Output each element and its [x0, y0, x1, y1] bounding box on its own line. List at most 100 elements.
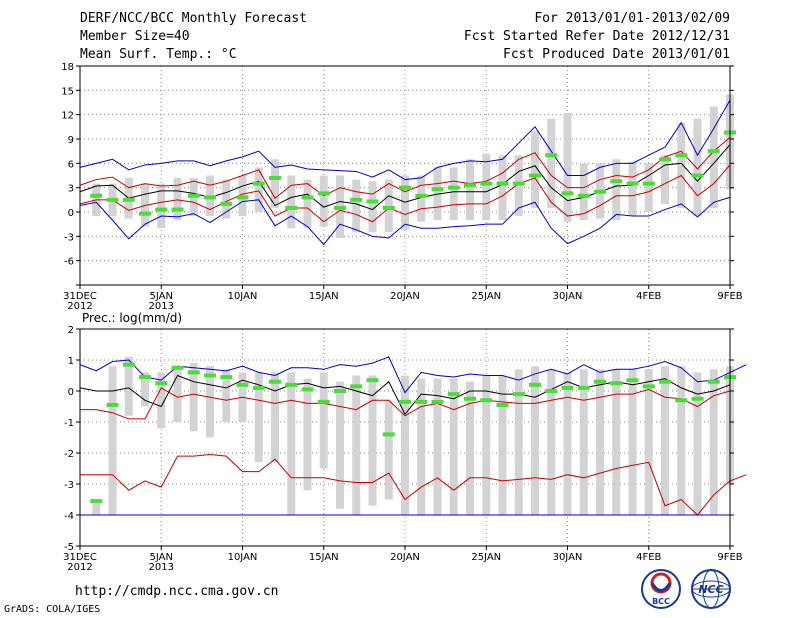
panel1-median-marker	[236, 195, 249, 200]
panel1-range-bar	[466, 159, 474, 221]
panel1-median-marker	[122, 197, 135, 202]
panel1-range-bar	[417, 175, 426, 222]
panel1-median-marker	[187, 193, 200, 198]
panel1-range-bar	[498, 155, 507, 221]
panel1-range-bar	[222, 179, 231, 219]
panel2-range-bar	[709, 369, 718, 515]
panel2-xtick-label: 30JAN	[553, 552, 583, 563]
panel2-median-marker	[659, 379, 671, 384]
panel1-range-bar	[531, 130, 539, 208]
panel1-xtick-label: 5JAN	[150, 291, 173, 302]
panel1-median-marker	[610, 179, 623, 184]
source-url[interactable]: http://cmdp.ncc.cma.gov.cn	[75, 584, 279, 599]
panel2-xtick-label: 25JAN	[471, 552, 501, 563]
panel2-range-bar	[644, 369, 653, 515]
panel2-range-bar	[384, 400, 393, 500]
panel2-median-marker	[447, 392, 460, 397]
panel2-line-min	[80, 454, 747, 516]
panel1-range-bar	[254, 167, 263, 212]
panel2-range-bar	[189, 363, 198, 432]
panel1-range-bar	[709, 106, 718, 208]
panel1-line-mean	[79, 144, 731, 211]
panel2-range-bar	[222, 369, 231, 422]
panel1-median-marker	[350, 197, 363, 202]
panel2-range-bar	[401, 375, 409, 515]
panel2-range-bar	[124, 356, 133, 416]
panel1-median-marker	[577, 193, 590, 198]
panel2-ytick-label: 2	[68, 325, 74, 336]
panel2-range-bar	[417, 378, 426, 515]
panel1-line-lower	[79, 164, 731, 223]
panel1-ytick-label: 0	[68, 208, 74, 219]
panel2-range-bar	[254, 372, 263, 463]
panel2-median-marker	[269, 379, 281, 384]
panel1-median-marker	[90, 193, 103, 198]
panel1-median-marker	[642, 181, 655, 186]
panel2-median-marker	[122, 362, 135, 367]
panel1-median-marker	[480, 181, 493, 186]
panel1-median-marker	[399, 185, 411, 190]
panel2-range-bar	[206, 366, 214, 438]
panel1-xtick-sublabel: 2012	[67, 301, 92, 312]
panel2-median-marker	[496, 402, 509, 407]
panel2-ytick-label: 0	[68, 387, 74, 398]
panel1-range-bar	[384, 179, 393, 233]
panel2-range-bar	[271, 372, 279, 463]
panel1-range-bar	[579, 163, 588, 221]
forecast-period: For 2013/01/01-2013/02/09	[534, 11, 730, 26]
panel2-ytick-label: -4	[64, 511, 74, 522]
panel1-range-bar	[693, 118, 702, 217]
panel1-range-bar	[287, 175, 296, 229]
panel1-range-bar	[368, 181, 377, 233]
produced-date: Fcst Produced Date 2013/01/01	[503, 47, 730, 62]
panel1-median-marker	[252, 181, 265, 186]
panel2-range-bar	[108, 366, 117, 515]
panel2-median-marker	[350, 384, 363, 389]
panel1-ytick-label: 9	[68, 135, 74, 146]
panel2-median-marker	[187, 370, 200, 375]
panel1-ytick-label: 12	[61, 111, 74, 122]
panel1-xtick-label: 4FEB	[636, 291, 661, 302]
grads-credit: GrADS: COLA/IGES	[4, 604, 101, 615]
panel1-median-marker	[447, 185, 460, 190]
panel1-ytick-label: 18	[61, 62, 74, 73]
panel1-median-marker	[415, 193, 428, 198]
panel2-median-marker	[626, 378, 639, 383]
panel2-median-marker	[642, 384, 655, 389]
panel1-median-marker	[594, 189, 606, 194]
panel2-range-bar	[579, 369, 588, 515]
panel1-range-bar	[612, 159, 621, 221]
panel2-median-marker	[171, 365, 184, 370]
panel2-xtick-label: 20JAN	[390, 552, 420, 563]
panel2-range-bar	[466, 381, 474, 515]
panel1-xtick-label: 10JAN	[228, 291, 258, 302]
panel2-range-bar	[319, 372, 328, 469]
panel2-median-marker	[545, 389, 558, 393]
panel2-xtick-label: 9FEB	[717, 552, 742, 563]
panel1-range-bar	[173, 177, 182, 221]
panel1-median-marker	[301, 195, 314, 200]
panel1-range-bar	[449, 167, 458, 221]
panel1-median-marker	[691, 173, 704, 178]
panel1-range-bar	[319, 175, 328, 227]
panel1-median-marker	[269, 175, 281, 180]
panel2-median-marker	[334, 389, 346, 393]
panel1-median-marker	[626, 181, 639, 186]
panel1-range-bar	[352, 179, 361, 233]
panel2-median-marker	[561, 385, 574, 390]
panel1-median-marker	[545, 153, 558, 158]
panel1-line-max	[79, 99, 731, 181]
panel1-median-marker	[512, 181, 525, 186]
panel1-xtick-label: 20JAN	[390, 291, 420, 302]
panel2-range-bar	[612, 369, 621, 515]
panel1-range-bar	[157, 183, 166, 229]
panel1-median-marker	[675, 153, 688, 158]
panel1-median-marker	[496, 181, 509, 186]
panel1-median-marker	[171, 207, 184, 212]
panel2-median-marker	[317, 399, 330, 404]
panel1-median-marker	[431, 187, 444, 192]
ncc-logo: NCC	[691, 569, 731, 609]
panel1-median-marker	[659, 157, 671, 162]
panel2-xtick-label: 31DEC	[63, 552, 97, 563]
